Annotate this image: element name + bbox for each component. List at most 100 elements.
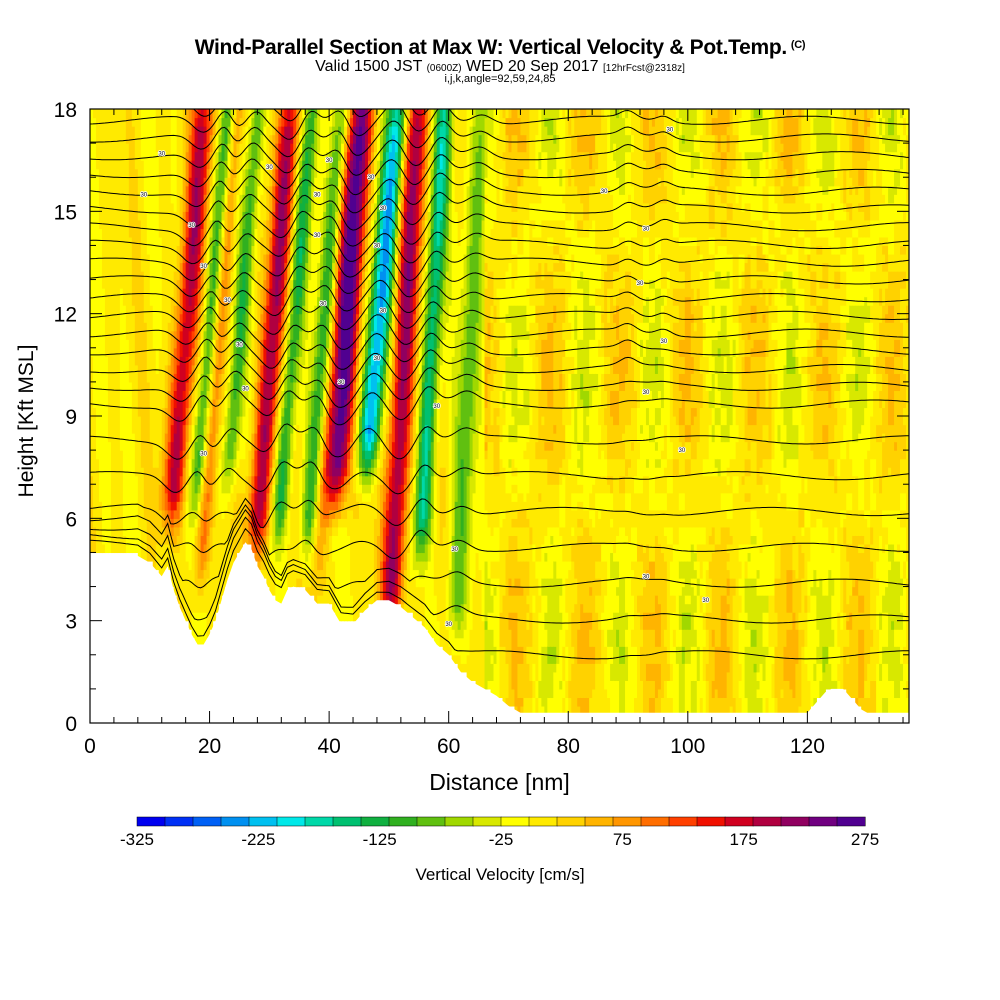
velocity-cell (846, 560, 850, 605)
velocity-cell (397, 228, 402, 238)
x-tick-label: 80 (557, 735, 580, 758)
velocity-cell (786, 458, 791, 511)
velocity-cell (807, 271, 811, 323)
isentrope-line (90, 386, 909, 426)
velocity-cell (269, 484, 273, 494)
velocity-cell (314, 356, 318, 392)
velocity-cell (583, 219, 587, 238)
velocity-cell (487, 629, 492, 681)
velocity-cell (436, 398, 441, 443)
velocity-cell (350, 134, 354, 144)
velocity-cell (708, 407, 713, 426)
velocity-cell (882, 202, 886, 238)
velocity-cell (822, 356, 826, 392)
velocity-cell (771, 253, 776, 272)
velocity-cell (798, 109, 802, 119)
velocity-cell (203, 279, 208, 298)
velocity-cell (230, 305, 235, 340)
velocity-cell (391, 330, 396, 349)
velocity-cell (625, 339, 629, 374)
velocity-cell (275, 305, 279, 332)
velocity-cell (128, 109, 133, 238)
grid-info: i,j,k,angle=92,59,24,85 (444, 73, 556, 85)
velocity-cell (693, 330, 698, 409)
velocity-cell (747, 168, 752, 204)
velocity-cell (209, 501, 214, 528)
velocity-cell (329, 288, 333, 306)
velocity-cell (245, 356, 250, 400)
velocity-cell (768, 458, 773, 545)
velocity-cell (197, 117, 202, 127)
velocity-cell (517, 560, 522, 579)
velocity-cell (702, 629, 707, 647)
velocity-cell (460, 663, 465, 673)
velocity-cell (717, 356, 722, 392)
velocity-cell (562, 271, 566, 289)
velocity-cell (128, 236, 133, 383)
velocity-cell (795, 407, 800, 426)
velocity-cell (451, 160, 456, 357)
velocity-cell (645, 424, 650, 460)
velocity-cell (559, 629, 563, 681)
velocity-cell (281, 126, 285, 136)
velocity-cell (302, 330, 306, 366)
velocity-cell (523, 450, 527, 460)
velocity-cell (645, 543, 650, 571)
velocity-cell (185, 424, 190, 443)
velocity-cell (693, 595, 698, 613)
velocity-cell (403, 569, 408, 605)
velocity-cell (583, 134, 587, 153)
velocity-cell (801, 509, 805, 528)
velocity-cell (753, 134, 758, 153)
velocity-cell (654, 398, 659, 409)
velocity-cell (684, 629, 689, 664)
velocity-cell (651, 509, 656, 562)
velocity-cell (532, 663, 536, 681)
velocity-cell (335, 526, 339, 536)
velocity-cell (547, 134, 551, 178)
velocity-cell (517, 117, 522, 153)
velocity-cell (747, 552, 752, 562)
velocity-cell (230, 467, 235, 485)
velocity-cell (227, 109, 232, 127)
colorbar-swatch (528, 816, 558, 827)
velocity-cell (520, 646, 525, 664)
velocity-cell (191, 441, 196, 460)
velocity-cell (544, 219, 548, 264)
velocity-cell (281, 271, 285, 289)
velocity-cell (173, 492, 178, 502)
velocity-cell (565, 271, 569, 340)
velocity-cell (828, 569, 832, 647)
velocity-cell (520, 373, 525, 409)
velocity-cell (131, 109, 136, 127)
velocity-cell (831, 185, 835, 204)
colorbar-swatch (416, 816, 446, 827)
velocity-cell (203, 296, 208, 315)
velocity-cell (269, 424, 273, 443)
velocity-cell (589, 185, 593, 229)
velocity-cell (418, 109, 423, 127)
velocity-cell (403, 236, 408, 264)
velocity-cell (161, 109, 166, 409)
velocity-cell (409, 288, 414, 323)
velocity-cell (242, 151, 247, 170)
velocity-cell (583, 509, 587, 528)
velocity-cell (287, 543, 291, 588)
velocity-cell (493, 407, 498, 477)
velocity-cell (855, 194, 859, 229)
velocity-cell (747, 109, 752, 153)
velocity-cell (798, 288, 802, 374)
velocity-cell (867, 322, 871, 357)
velocity-cell (308, 109, 312, 119)
velocity-cell (101, 543, 106, 554)
velocity-cell (526, 168, 530, 221)
velocity-cell (660, 202, 665, 289)
velocity-cell (427, 236, 432, 264)
velocity-cell (660, 458, 665, 477)
velocity-cell (762, 424, 767, 443)
velocity-cell (882, 407, 886, 434)
velocity-cell (209, 236, 214, 264)
velocity-cell (711, 543, 716, 554)
velocity-cell (894, 509, 898, 562)
velocity-cell (278, 305, 282, 323)
